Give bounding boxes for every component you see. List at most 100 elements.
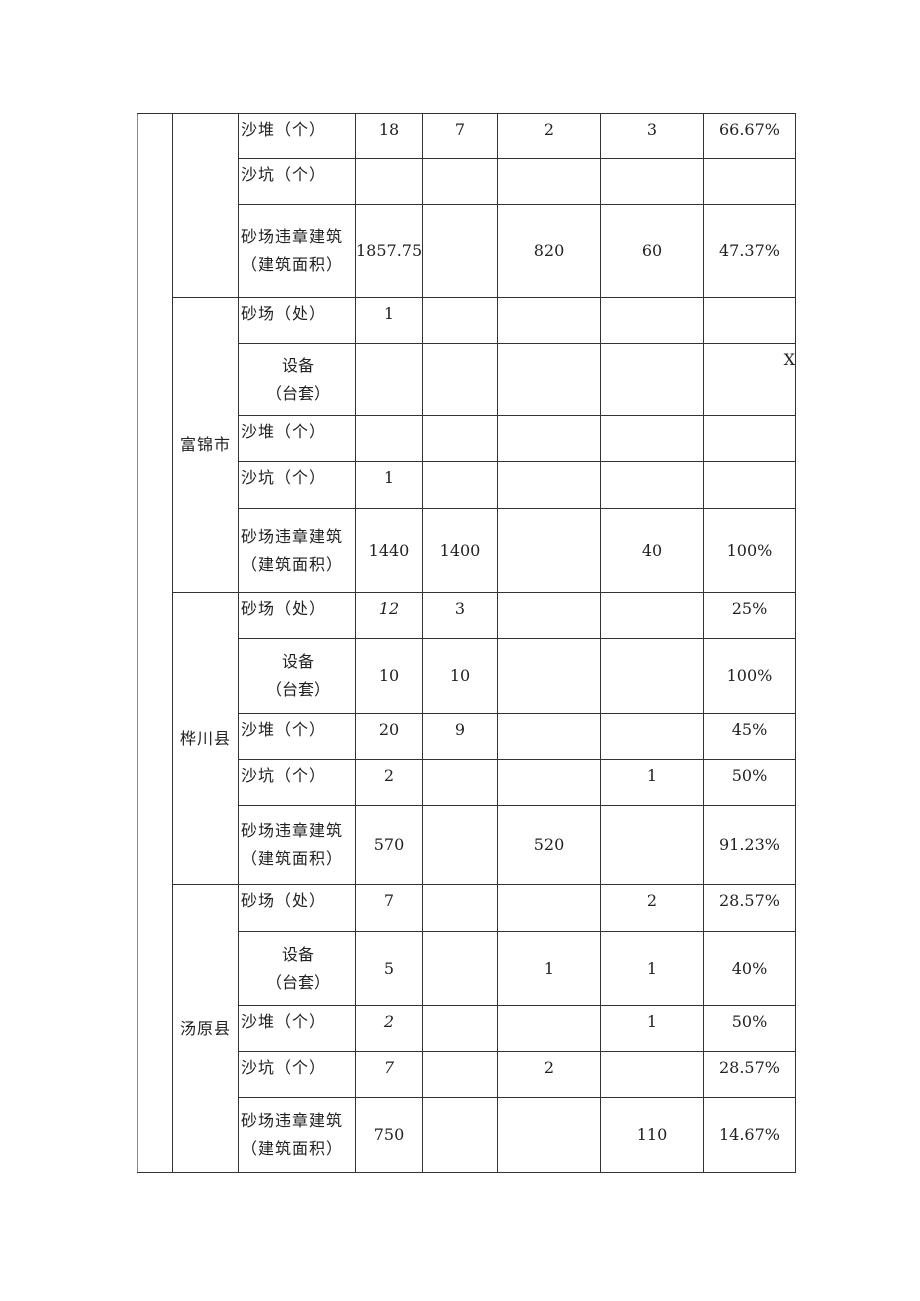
table-row: 沙坑（个） 2 1 50%	[138, 759, 796, 806]
value-cell	[497, 884, 601, 932]
region-cell	[172, 113, 239, 298]
value-cell	[703, 461, 796, 509]
value-cell	[422, 759, 498, 806]
item-label-line: 砂场违章建筑	[241, 821, 344, 840]
table-row: 富锦市 砂场（处） 1	[138, 297, 796, 593]
value-cell: 50%	[703, 759, 796, 806]
data-table: 沙堆（个） 18 7 2 3 66.67% 沙坑（个） 砂场违章建筑 （建筑面积） 1857.75…	[137, 113, 796, 1173]
value-cell	[600, 592, 704, 639]
item-label-cell: 砂场违章建筑 （建筑面积）	[238, 805, 356, 885]
value-cell	[600, 158, 704, 205]
value-cell	[422, 297, 498, 344]
table-row: 砂场违章建筑 （建筑面积） 750 110 14.67%	[138, 1097, 796, 1173]
table-row: 沙坑（个） 7 2 28.57%	[138, 1051, 796, 1098]
item-label: 沙坑（个）	[238, 158, 356, 205]
value-cell: 2	[355, 759, 423, 806]
table-row: 汤原县 砂场（处） 7 2 28.57%	[138, 884, 796, 1173]
value-cell: 9	[422, 713, 498, 760]
value-cell: 66.67%	[703, 113, 796, 159]
value-cell: 5	[355, 931, 423, 1006]
value-cell: 12	[355, 592, 423, 639]
value-cell	[422, 343, 498, 416]
value-cell	[703, 297, 796, 344]
value-cell: X	[703, 343, 796, 416]
value-cell	[497, 713, 601, 760]
item-label-cell: 设备（台套）	[238, 931, 356, 1006]
table-row: 桦川县 砂场（处） 12 3 25%	[138, 592, 796, 885]
value-cell: 100%	[703, 638, 796, 714]
value-cell	[703, 158, 796, 205]
value-cell	[497, 461, 601, 509]
value-cell	[497, 1097, 601, 1173]
value-cell: 20	[355, 713, 423, 760]
value-cell: 1400	[422, 508, 498, 593]
value-cell: 7	[422, 113, 498, 159]
value-cell	[422, 158, 498, 205]
value-cell	[497, 592, 601, 639]
value-cell	[497, 297, 601, 344]
item-label-cell: 砂场违章建筑 （建筑面积）	[238, 204, 356, 298]
item-label: 沙坑（个）	[238, 1051, 356, 1098]
table-row: 沙坑（个） 1	[138, 461, 796, 509]
value-cell	[600, 713, 704, 760]
value-cell	[497, 638, 601, 714]
value-cell: 28.57%	[703, 1051, 796, 1098]
value-cell: 100%	[703, 508, 796, 593]
table-row: 设备（台套） X	[138, 343, 796, 416]
value-cell	[600, 1051, 704, 1098]
value-cell: 50%	[703, 1005, 796, 1052]
value-cell: 2	[497, 1051, 601, 1098]
table-row: 砂场违章建筑 （建筑面积） 570 520 91.23%	[138, 805, 796, 885]
item-label: 沙坑（个）	[238, 759, 356, 806]
value-cell: 25%	[703, 592, 796, 639]
item-label-line: （建筑面积）	[241, 255, 344, 274]
outer-blank-cell	[137, 113, 173, 1173]
value-cell	[600, 297, 704, 344]
value-cell	[355, 158, 423, 205]
table-row: 设备（台套） 10 10 100%	[138, 638, 796, 714]
value-cell	[600, 461, 704, 509]
item-label-cell: 设备（台套）	[238, 638, 356, 714]
item-label: 设备（台套）	[265, 355, 330, 403]
item-label-cell: 设备（台套）	[238, 343, 356, 416]
value-cell	[600, 638, 704, 714]
value-cell: 1	[355, 297, 423, 344]
value-cell: 1	[600, 1005, 704, 1052]
item-label: 沙堆（个）	[238, 415, 356, 462]
item-label-line: （建筑面积）	[241, 554, 344, 574]
value-cell	[355, 415, 423, 462]
value-cell	[600, 343, 704, 416]
value-cell: 10	[355, 638, 423, 714]
value-cell	[497, 759, 601, 806]
value-cell: 3	[422, 592, 498, 639]
value-cell	[497, 508, 601, 593]
value-cell: 570	[355, 805, 423, 885]
item-label-line: 砂场违章建筑	[241, 526, 344, 546]
item-label: 沙堆（个）	[238, 713, 356, 760]
value-cell: 1	[497, 931, 601, 1006]
item-label: 沙堆（个）	[238, 113, 356, 159]
table-row: 沙堆（个） 20 9 45%	[138, 713, 796, 760]
value-cell	[497, 343, 601, 416]
value-cell: 45%	[703, 713, 796, 760]
value-cell	[422, 884, 498, 932]
item-label-line: 砂场违章建筑	[241, 1111, 344, 1130]
value-cell	[422, 805, 498, 885]
table-row: 砂场违章建筑 （建筑面积） 1440 1400 40 100%	[138, 508, 796, 593]
value-cell	[422, 1097, 498, 1173]
value-cell: 520	[497, 805, 601, 885]
value-cell: 750	[355, 1097, 423, 1173]
value-cell	[422, 1051, 498, 1098]
item-label: 砂场（处）	[238, 884, 356, 932]
value-cell	[497, 415, 601, 462]
item-label-line: （建筑面积）	[241, 849, 344, 868]
table-row: 设备（台套） 5 1 1 40%	[138, 931, 796, 1006]
value-cell: 110	[600, 1097, 704, 1173]
table-row: 沙坑（个）	[138, 158, 796, 205]
value-cell: 2	[355, 1005, 423, 1052]
value-cell: 1857.75	[355, 204, 423, 298]
region-cell: 汤原县	[172, 884, 239, 1173]
item-label: 设备（台套）	[265, 652, 330, 699]
table-row: 沙堆（个）	[138, 415, 796, 462]
value-cell	[600, 805, 704, 885]
